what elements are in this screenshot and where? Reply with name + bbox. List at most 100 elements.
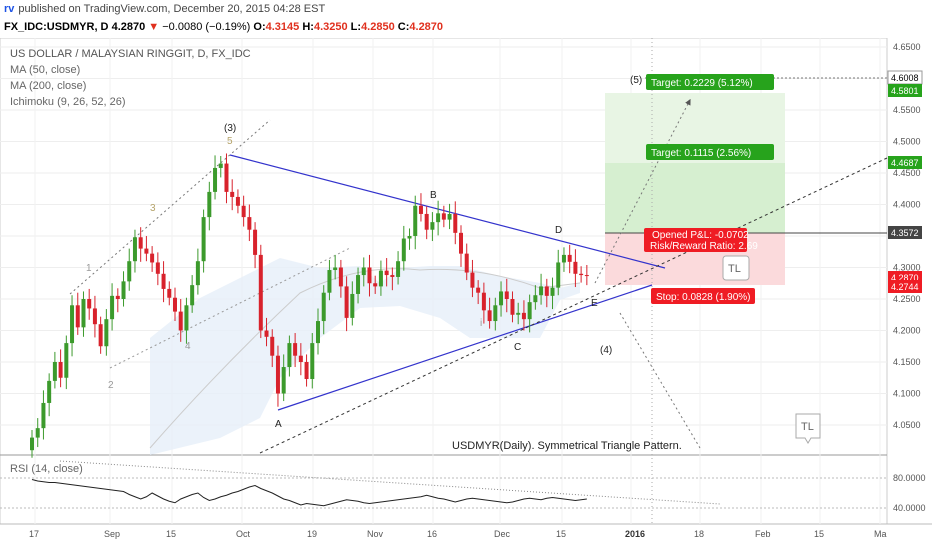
price-chart[interactable]: RSI (14, close) US DOLLAR / MALAYSIAN RI… (0, 38, 932, 550)
low-value: 4.2850 (361, 21, 395, 33)
candle (230, 179, 235, 211)
triangle-upper-line[interactable] (229, 154, 666, 269)
symbol-name[interactable]: FX_IDC:USDMYR, D (4, 21, 109, 33)
open-value: 4.3145 (265, 21, 300, 33)
legend-item-ma200[interactable]: MA (200, close) (10, 80, 86, 92)
candle (539, 273, 544, 305)
candle (155, 252, 160, 286)
x-tick-label: 19 (307, 529, 317, 539)
rsi-axis[interactable]: 80.0000 40.0000 (893, 473, 926, 513)
candle (521, 300, 526, 331)
candle (384, 258, 389, 287)
candle (298, 343, 303, 376)
candle (253, 222, 258, 269)
rsi-series-line (31, 479, 587, 507)
legend-title: US DOLLAR / MALAYSIAN RINGGIT, D, FX_IDC (10, 48, 251, 60)
y-tick-label: 4.0500 (893, 420, 921, 430)
candle (235, 189, 240, 214)
time-axis[interactable]: 17 Sep 15 Oct 19 Nov 16 Dec 15 2016 18 Feb 15 Ma (29, 529, 887, 539)
y-tick-label: 4.6500 (893, 42, 921, 52)
x-tick-label: 17 (29, 529, 39, 539)
candle (207, 181, 212, 231)
svg-text:Target: 0.2229 (5.12%): Target: 0.2229 (5.12%) (651, 78, 753, 89)
candle (104, 309, 109, 356)
wave-label-2: 2 (108, 380, 114, 391)
wave-label-m4: 4 (185, 341, 191, 352)
tl-badge-1[interactable]: TL (722, 255, 750, 281)
wave-label-m5: 5 (227, 136, 233, 147)
target2-label[interactable]: Target: 0.2229 (5.12%) (646, 74, 774, 90)
y-tick-label: 4.2000 (893, 326, 921, 336)
svg-text:Risk/Reward Ratio: 2.69: Risk/Reward Ratio: 2.69 (650, 241, 758, 252)
y-tick-label: 4.2500 (893, 294, 921, 304)
down-arrow-icon: ▼ (148, 21, 160, 33)
legend-item-ma50[interactable]: MA (50, close) (10, 64, 80, 76)
candle (127, 248, 132, 291)
candle (190, 275, 195, 313)
candle (316, 308, 320, 355)
candle (493, 297, 498, 331)
candle (464, 243, 469, 281)
candle (270, 329, 275, 368)
price-tag-2: 4.5801 (888, 84, 922, 97)
candle (356, 267, 361, 304)
candle (218, 155, 223, 178)
candle (35, 418, 40, 448)
candle (327, 259, 332, 301)
svg-text:Target: 0.1115 (2.56%): Target: 0.1115 (2.56%) (651, 148, 751, 159)
candle (447, 203, 452, 230)
candle (241, 195, 246, 227)
wave-label-3: (3) (224, 123, 236, 134)
candle (70, 295, 75, 357)
candle (333, 254, 338, 280)
price-tag-4: 4.3572 (888, 226, 922, 239)
legend-item-ichimoku[interactable]: Ichimoku (9, 26, 52, 26) (10, 96, 126, 108)
wave-label-a: A (275, 419, 282, 430)
candle (481, 282, 486, 324)
target1-label[interactable]: Target: 0.1115 (2.56%) (646, 144, 774, 160)
svg-text:TL: TL (801, 421, 814, 433)
y-tick-label: 4.5000 (893, 137, 921, 147)
moving-average-line (149, 268, 581, 449)
candle (161, 261, 166, 303)
low-label: L: (350, 21, 362, 33)
tradingview-logo[interactable]: rv (4, 3, 15, 15)
triangle-lower-line[interactable] (277, 284, 653, 411)
rsi-trendline (59, 460, 721, 505)
x-tick-label: Oct (236, 529, 251, 539)
ohlc-line: FX_IDC:USDMYR, D 4.2870 ▼ −0.0080 (−0.19… (4, 21, 443, 34)
candle (533, 285, 538, 310)
candle (144, 236, 149, 262)
candle (275, 345, 280, 407)
stop-label[interactable]: Stop: 0.0828 (1.90%) (651, 288, 755, 304)
candle (264, 317, 269, 347)
x-tick-label: Ma (874, 529, 887, 539)
candle (487, 297, 492, 329)
x-tick-label: Nov (367, 529, 384, 539)
candle (92, 295, 97, 338)
candle (544, 278, 549, 308)
candle (310, 333, 315, 389)
close-value: 4.2870 (409, 21, 444, 33)
pnl-label[interactable]: Opened P&L: -0.0702 Risk/Reward Ratio: 2… (644, 228, 758, 252)
y-tick-label: 4.5500 (893, 105, 921, 115)
close-label: C: (397, 21, 410, 33)
high-label: H: (302, 21, 314, 33)
candle (441, 205, 446, 228)
candle (247, 204, 252, 242)
candle (281, 354, 286, 402)
candle (459, 225, 463, 267)
x-tick-label: Feb (755, 529, 771, 539)
svg-text:4.2870: 4.2870 (891, 273, 919, 283)
tl-badge-2[interactable]: TL (795, 413, 821, 444)
candle (287, 335, 292, 377)
candle (213, 155, 218, 200)
candle (527, 294, 532, 333)
wave-label-5: (5) (630, 75, 642, 86)
trendline-projection (259, 157, 888, 454)
x-tick-label: 16 (427, 529, 437, 539)
candle (373, 275, 378, 294)
candle (579, 266, 584, 283)
wave-label-m3: 3 (150, 203, 156, 214)
rsi-tick-label: 80.0000 (893, 473, 926, 483)
